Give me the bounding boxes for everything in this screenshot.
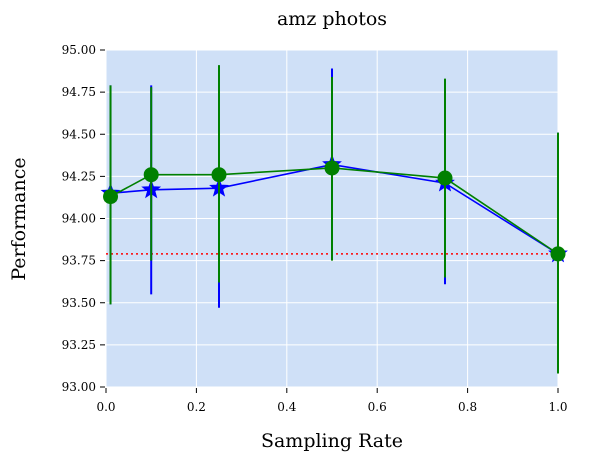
x-tick-label: 0.0 bbox=[96, 400, 115, 414]
series-line bbox=[110, 167, 559, 255]
x-tick-label: 0.2 bbox=[187, 400, 206, 414]
series-layer bbox=[100, 65, 568, 374]
x-tick-label: 0.4 bbox=[277, 400, 296, 414]
y-axis-label: Performance bbox=[8, 157, 30, 280]
data-point-circle bbox=[550, 246, 566, 262]
data-point-circle bbox=[211, 167, 227, 183]
series-2 bbox=[103, 65, 566, 374]
y-tick-label: 93.25 bbox=[62, 338, 96, 352]
x-tick-label: 0.6 bbox=[368, 400, 387, 414]
chart-title: amz photos bbox=[277, 8, 387, 30]
y-tick-label: 93.75 bbox=[62, 254, 96, 268]
y-tick-label: 94.00 bbox=[62, 212, 96, 226]
y-tick-label: 93.50 bbox=[62, 296, 96, 310]
x-tick-label: 0.8 bbox=[458, 400, 477, 414]
x-tick-label: 1.0 bbox=[548, 400, 567, 414]
y-tick-label: 94.50 bbox=[62, 127, 96, 141]
series-line bbox=[110, 163, 559, 255]
data-point-circle bbox=[324, 160, 340, 176]
data-point-circle bbox=[437, 170, 453, 186]
data-point-circle bbox=[143, 167, 159, 183]
axes: 93.00 93.25 93.50 93.75 94.00 94.25 94.50 94.75… bbox=[62, 43, 568, 414]
y-tick-label: 93.00 bbox=[62, 380, 96, 394]
x-axis-label: Sampling Rate bbox=[261, 430, 403, 452]
data-point-circle bbox=[103, 189, 119, 205]
y-tick-label: 94.25 bbox=[62, 169, 96, 183]
y-tick-label: 95.00 bbox=[62, 43, 96, 57]
y-tick-label: 94.75 bbox=[62, 85, 96, 99]
